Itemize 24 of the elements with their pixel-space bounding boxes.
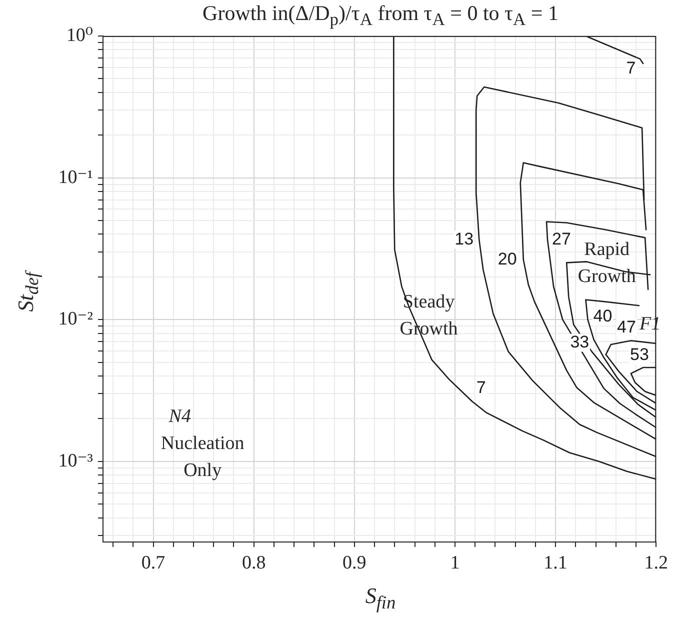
x-tick-label: 1.1 bbox=[544, 552, 568, 574]
x-tick-label: 0.9 bbox=[342, 552, 366, 574]
x-axis-title: S$_{fin}$ bbox=[364, 583, 397, 614]
x-tick-label: 0.7 bbox=[141, 552, 166, 574]
y-tick-label: 10⁻¹ bbox=[58, 166, 94, 188]
series-label: 13 bbox=[454, 229, 474, 248]
series-label: 33 bbox=[570, 332, 590, 352]
chart-title: Growth in(Δ/D$_{p}$)/τ$_{A}$ from τ$_{A}$ = 0 to τ$_{A}$ = 1 bbox=[202, 1, 558, 30]
series-label: 53 bbox=[630, 345, 649, 364]
series-label: 7 bbox=[476, 378, 486, 398]
annotation: N4 bbox=[168, 406, 192, 428]
series-label: 20 bbox=[498, 249, 517, 268]
series-label: 47 bbox=[617, 317, 636, 336]
series-label: 40 bbox=[593, 306, 612, 326]
x-tick-label: 1.2 bbox=[644, 552, 668, 574]
annotation: Rapid Growth bbox=[578, 239, 636, 288]
y-tick-label: 10⁻² bbox=[58, 308, 94, 330]
series-label: 7 bbox=[626, 58, 636, 78]
y-tick-label: 10⁰ bbox=[66, 24, 94, 46]
series-label: 27 bbox=[552, 229, 571, 248]
y-tick-label: 10⁻³ bbox=[58, 450, 94, 472]
x-tick-label: 1 bbox=[450, 552, 460, 574]
x-tick-label: 0.8 bbox=[242, 552, 266, 574]
annotation: Nucleation Only bbox=[160, 432, 245, 481]
